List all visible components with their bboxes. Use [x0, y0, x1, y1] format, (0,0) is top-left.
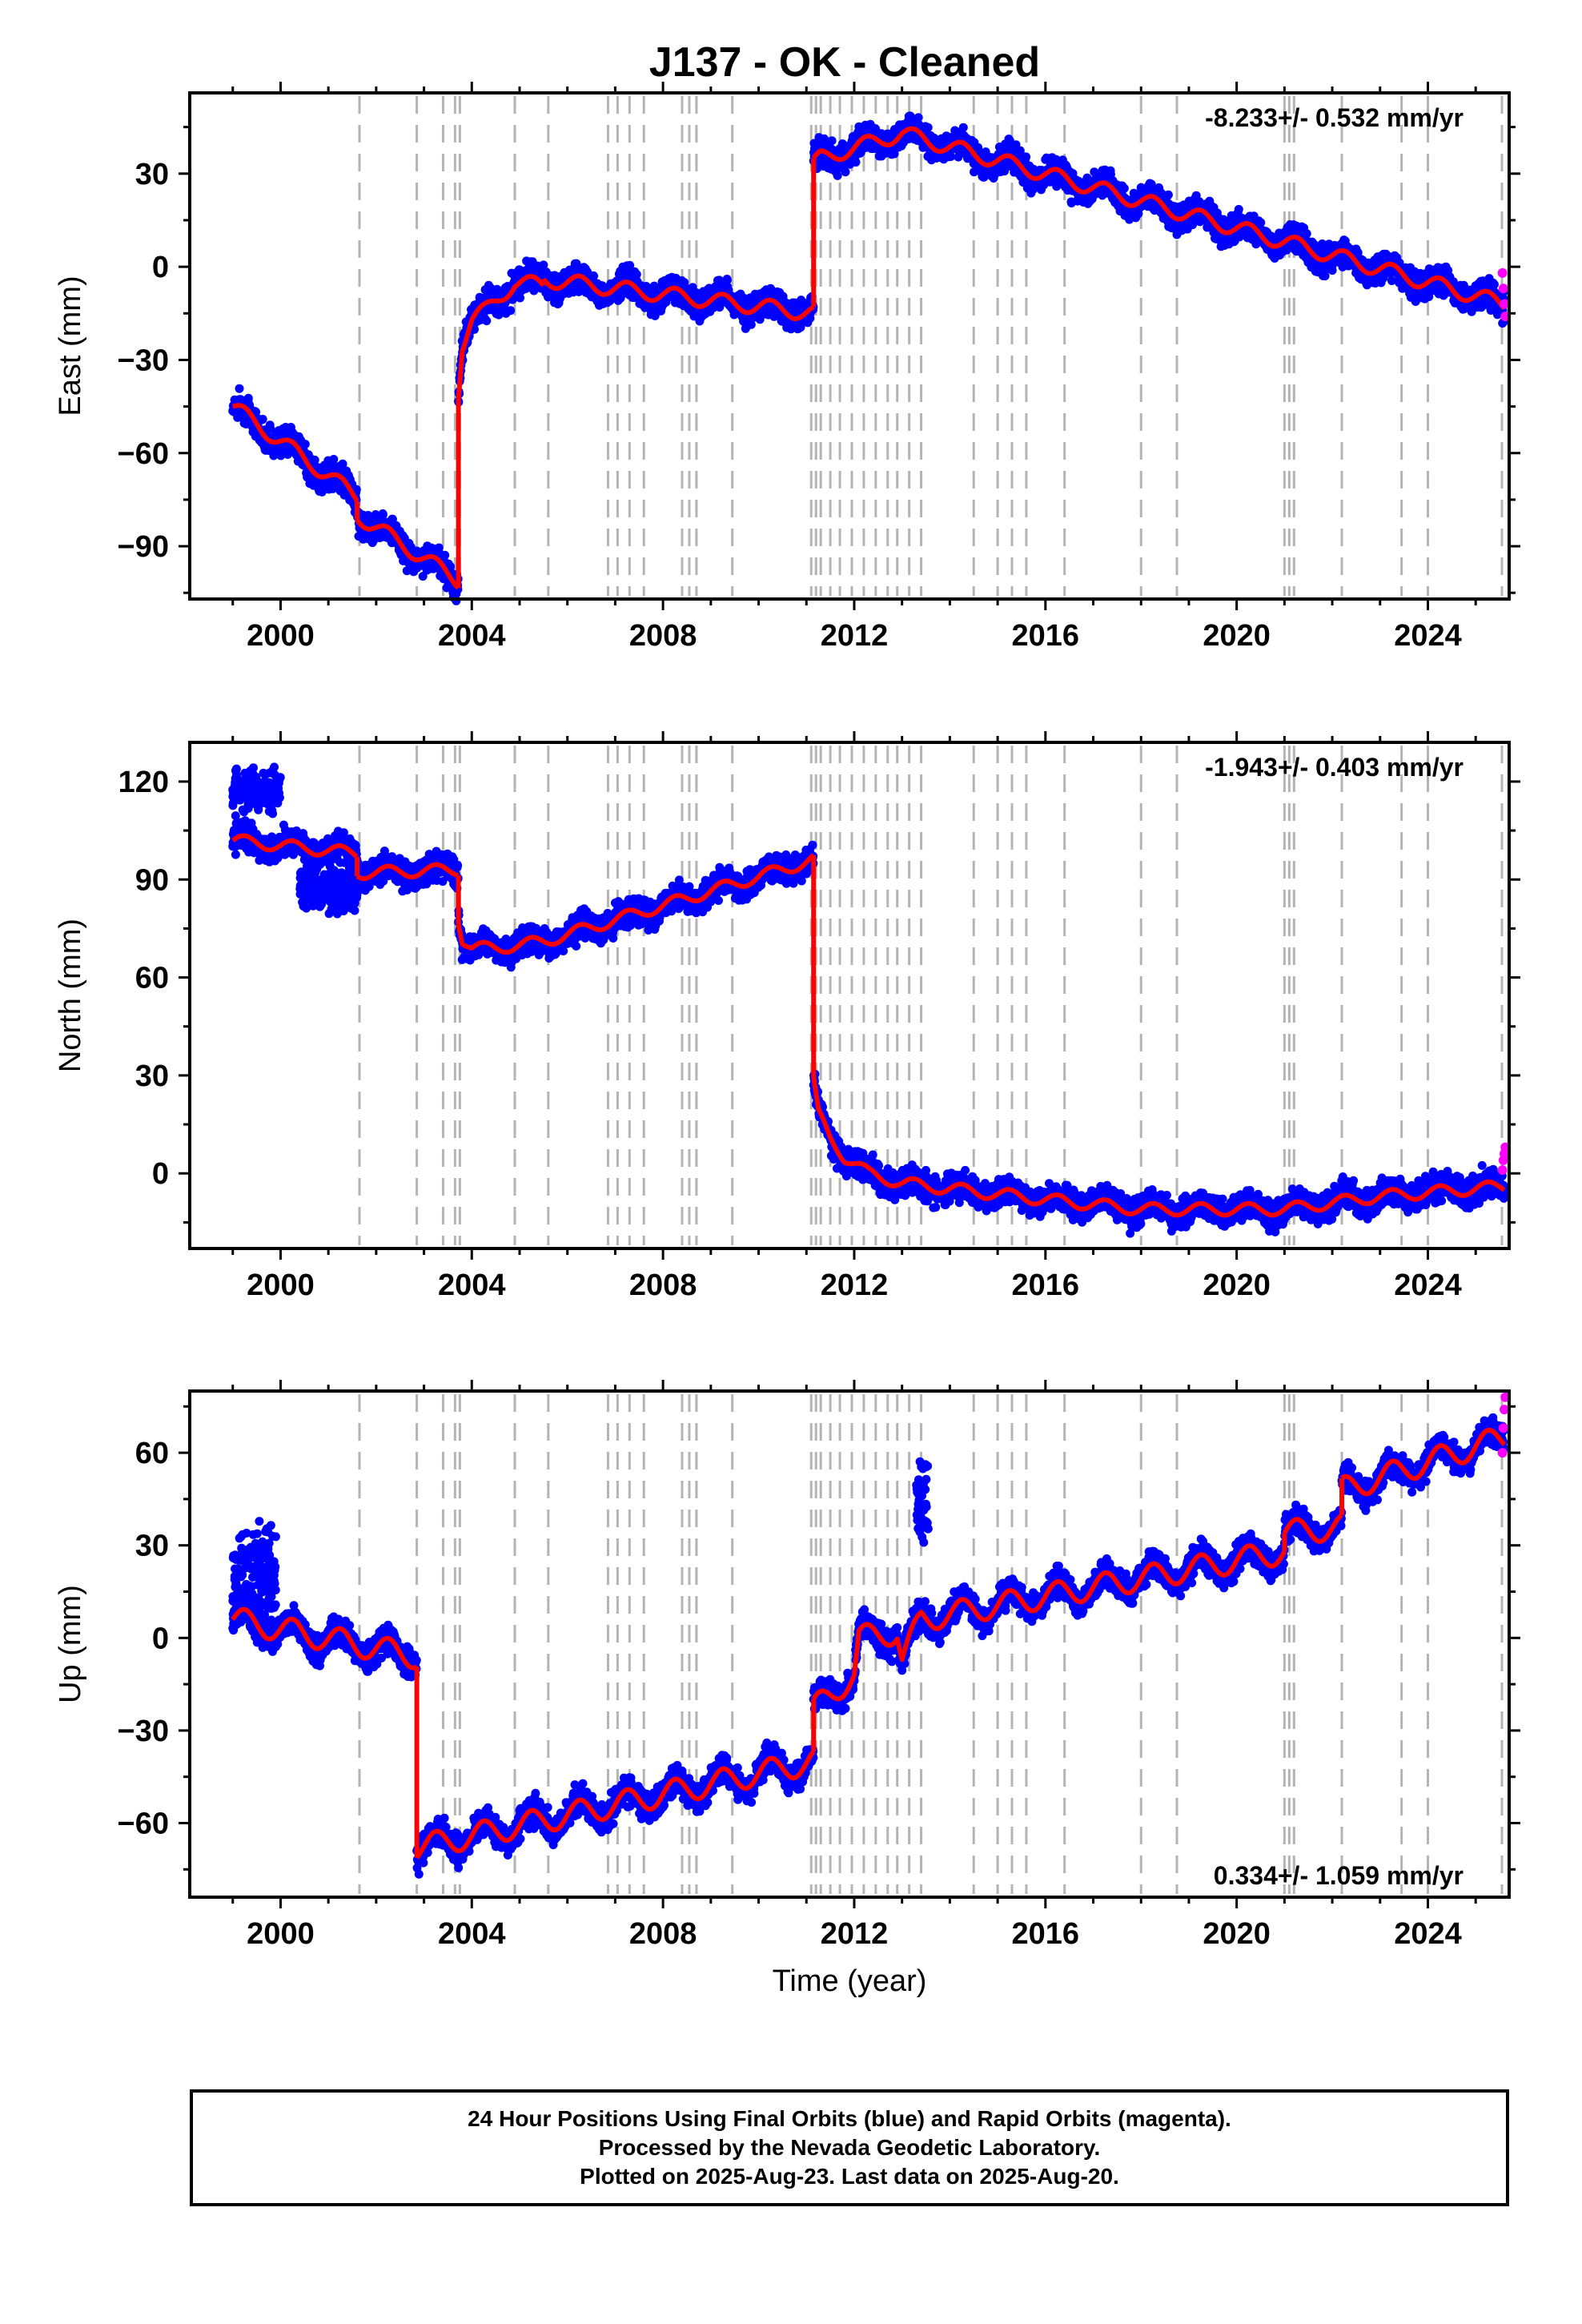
- x-tick-label: 2020: [1203, 619, 1271, 653]
- x-tick-label: 2004: [438, 619, 506, 653]
- final-point: [482, 316, 492, 326]
- x-tick-label: 2024: [1394, 619, 1462, 653]
- y-tick-label: −60: [118, 437, 169, 471]
- final-point: [329, 455, 339, 464]
- final-point: [1387, 276, 1396, 285]
- y-tick-label: 0: [152, 251, 169, 284]
- final-point: [440, 550, 450, 560]
- velocity-rate-text: -8.233+/- 0.532 mm/yr: [1205, 103, 1464, 132]
- final-point: [851, 158, 861, 167]
- event-lines: [358, 96, 1504, 596]
- final-point: [841, 167, 850, 177]
- final-point: [235, 384, 244, 393]
- model-fit-lines: [231, 126, 1507, 590]
- final-point: [351, 485, 361, 494]
- final-point: [434, 543, 444, 553]
- y-axis-label: East (mm): [54, 275, 87, 416]
- x-tick-label: 2012: [821, 619, 889, 653]
- x-tick-label: 2016: [1012, 619, 1080, 653]
- final-orbit-points: [228, 111, 1509, 605]
- chart-title: J137 - OK - Cleaned: [649, 39, 1040, 86]
- final-point: [231, 850, 240, 859]
- final-point: [1234, 204, 1243, 214]
- final-point: [1489, 279, 1499, 289]
- final-point: [1327, 266, 1337, 275]
- event-lines: [358, 746, 1504, 1245]
- final-point: [310, 455, 319, 464]
- rapid-point: [1498, 283, 1508, 294]
- final-point: [1163, 190, 1173, 199]
- x-tick-label: 2000: [247, 619, 315, 653]
- final-point: [1302, 229, 1311, 239]
- final-point: [923, 123, 933, 132]
- final-point: [958, 123, 968, 132]
- final-point: [827, 136, 837, 146]
- east-panel: 2000 2004 2008 2012 2016 2020 2024 −90 −60 −30 0 30…: [54, 82, 1520, 653]
- final-point: [1119, 183, 1129, 193]
- final-point: [833, 171, 842, 180]
- final-point: [258, 415, 267, 424]
- x-tick-label: 2008: [629, 619, 697, 653]
- final-point: [243, 393, 253, 403]
- y-tick-label: −90: [118, 530, 169, 564]
- final-point: [1022, 152, 1031, 162]
- north-panel: 2000 2004 2008 2012 2016 2020 20240306090120No…: [54, 731, 1520, 1302]
- rapid-point: [1497, 267, 1508, 278]
- final-point: [379, 510, 387, 520]
- final-point: [506, 306, 516, 316]
- y-tick-label: −30: [118, 344, 169, 377]
- final-point: [338, 459, 347, 468]
- y-ticks: −90 −60 −30 0 30: [118, 126, 1520, 594]
- final-point: [589, 271, 599, 281]
- final-point: [300, 440, 310, 449]
- y-tick-label: 30: [135, 158, 169, 191]
